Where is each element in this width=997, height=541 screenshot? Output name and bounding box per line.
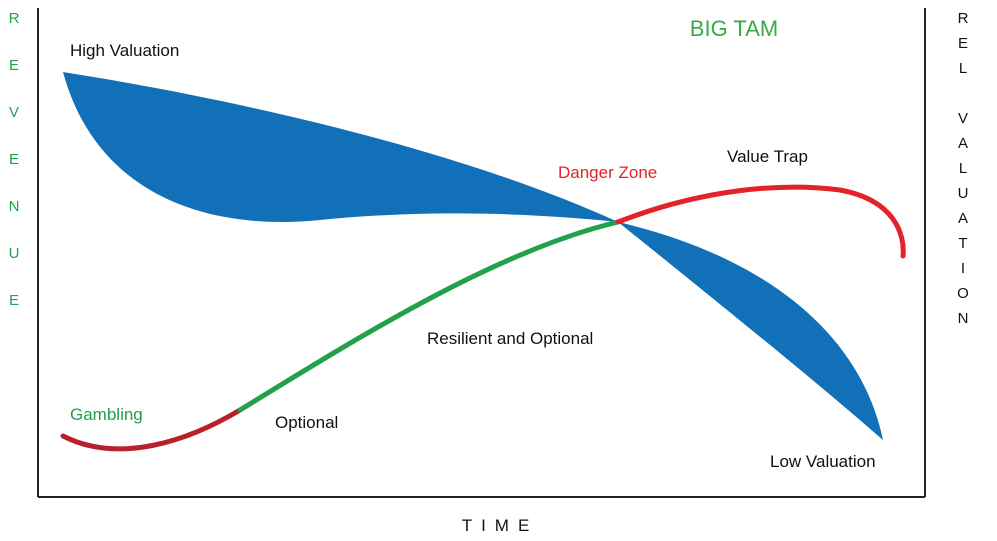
right-axis-letter: N (958, 310, 969, 327)
right-axis-letter: A (958, 135, 968, 152)
diagram-title: BIG TAM (690, 16, 778, 41)
right-axis-letter: R (958, 10, 969, 27)
right-axis-letter: L (959, 160, 967, 177)
label-danger-zone: Danger Zone (558, 163, 657, 182)
label-gambling: Gambling (70, 405, 143, 424)
valuation-band-lower (618, 222, 883, 440)
left-axis-letter: R (9, 10, 20, 27)
left-axis-letter: E (9, 151, 19, 168)
left-axis-letter: N (9, 198, 20, 215)
label-high-valuation: High Valuation (70, 41, 179, 60)
right-axis-letter: O (957, 285, 969, 302)
left-axis-letter: E (9, 57, 19, 74)
left-axis-letter: E (9, 292, 19, 309)
label-value-trap: Value Trap (727, 147, 808, 166)
left-axis-letter: U (9, 245, 20, 262)
left-axis-letter: V (9, 104, 19, 121)
revenue-curve-growth (237, 219, 621, 413)
right-axis-letter: U (958, 185, 969, 202)
right-axis-letter: T (958, 235, 967, 252)
x-axis-label-text: TIME (462, 516, 539, 535)
x-axis-label: TIME (462, 516, 539, 535)
right-axis-letter: L (959, 60, 967, 77)
valuation-band-upper (63, 72, 618, 222)
right-axis-letter: A (958, 210, 968, 227)
right-axis-letter: V (958, 110, 968, 127)
right-axis-letter: I (961, 260, 965, 277)
label-low-valuation: Low Valuation (770, 452, 876, 471)
label-optional: Optional (275, 413, 338, 432)
right-axis-letter: E (958, 35, 968, 52)
revenue-curve-gambling (60, 407, 243, 452)
revenue-curve-value-trap (615, 184, 906, 259)
label-resilient-and-optional: Resilient and Optional (427, 329, 593, 348)
left-axis-label: R E V E N U E (9, 10, 20, 309)
